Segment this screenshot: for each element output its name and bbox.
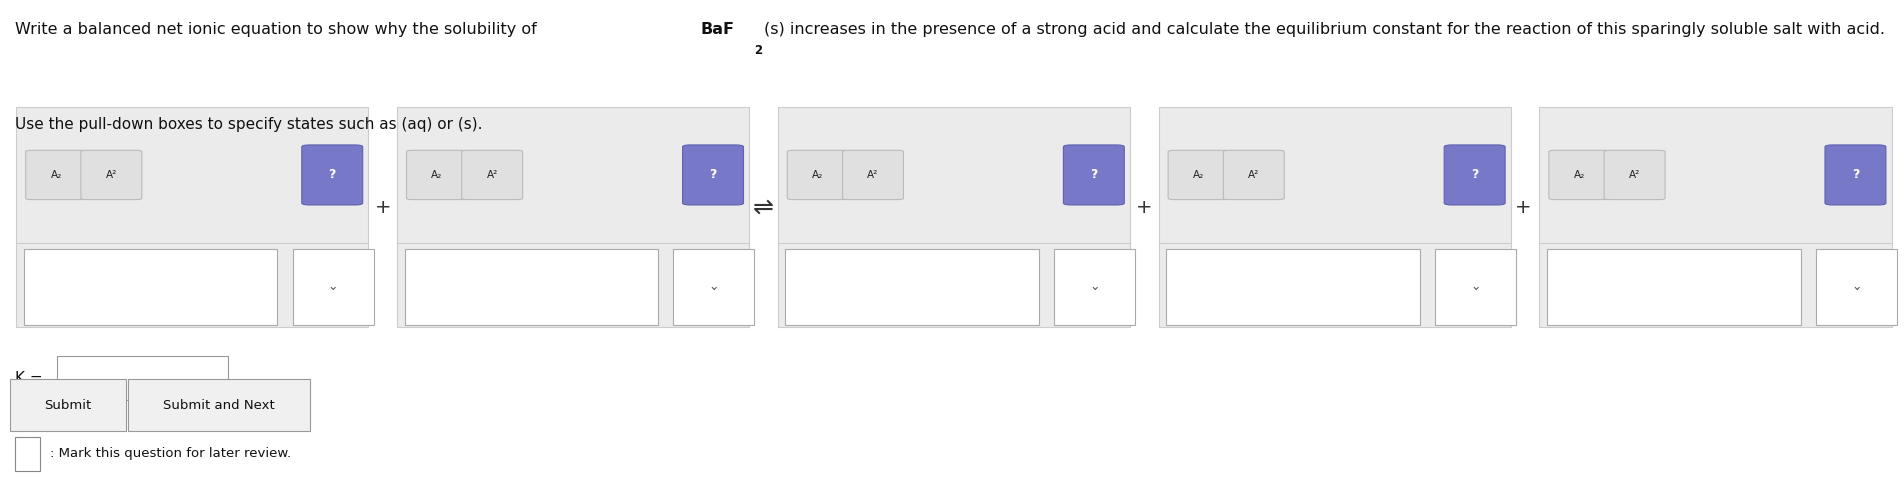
Text: ?: ? (329, 168, 335, 182)
FancyBboxPatch shape (788, 150, 847, 200)
Text: ?: ? (1472, 168, 1478, 182)
FancyBboxPatch shape (1824, 145, 1885, 205)
Text: ⇌: ⇌ (752, 195, 775, 220)
Text: A₂: A₂ (51, 170, 61, 180)
Text: BaF: BaF (701, 22, 735, 37)
FancyBboxPatch shape (1055, 249, 1135, 325)
Text: ?: ? (1091, 168, 1097, 182)
FancyBboxPatch shape (407, 150, 468, 200)
Text: Submit and Next: Submit and Next (164, 399, 274, 411)
Text: A₂: A₂ (432, 170, 442, 180)
Text: K =: K = (15, 371, 44, 386)
Text: A²: A² (487, 170, 497, 180)
FancyBboxPatch shape (682, 145, 743, 205)
FancyBboxPatch shape (128, 379, 310, 431)
Text: ?: ? (1853, 168, 1858, 182)
Text: ⌄: ⌄ (708, 281, 720, 293)
FancyBboxPatch shape (1538, 107, 1891, 327)
FancyBboxPatch shape (1550, 150, 1611, 200)
Text: : Mark this question for later review.: : Mark this question for later review. (50, 447, 291, 460)
FancyBboxPatch shape (784, 249, 1040, 325)
Text: A₂: A₂ (1575, 170, 1584, 180)
Text: A₂: A₂ (813, 170, 823, 180)
FancyBboxPatch shape (293, 249, 373, 325)
Text: A²: A² (1249, 170, 1259, 180)
FancyBboxPatch shape (461, 150, 522, 200)
Text: 2: 2 (754, 44, 762, 57)
Text: ⌄: ⌄ (327, 281, 339, 293)
FancyBboxPatch shape (1603, 150, 1664, 200)
FancyBboxPatch shape (1546, 249, 1801, 325)
FancyBboxPatch shape (301, 145, 362, 205)
FancyBboxPatch shape (1445, 145, 1504, 205)
FancyBboxPatch shape (1816, 249, 1896, 325)
Text: Submit: Submit (44, 399, 91, 411)
Text: Use the pull-down boxes to specify states such as (aq) or (s).: Use the pull-down boxes to specify state… (15, 117, 484, 132)
FancyBboxPatch shape (57, 356, 228, 400)
Text: ?: ? (710, 168, 716, 182)
FancyBboxPatch shape (23, 249, 278, 325)
FancyBboxPatch shape (15, 437, 40, 471)
Text: A²: A² (868, 170, 878, 180)
FancyBboxPatch shape (404, 249, 659, 325)
FancyBboxPatch shape (1224, 150, 1285, 200)
FancyBboxPatch shape (15, 107, 369, 327)
Text: ⌄: ⌄ (1089, 281, 1101, 293)
Text: +: + (375, 198, 390, 217)
Text: A₂: A₂ (1194, 170, 1203, 180)
FancyBboxPatch shape (842, 150, 902, 200)
FancyBboxPatch shape (396, 107, 748, 327)
Text: Write a balanced net ionic equation to show why the solubility of: Write a balanced net ionic equation to s… (15, 22, 543, 37)
Text: (s) increases in the presence of a strong acid and calculate the equilibrium con: (s) increases in the presence of a stron… (764, 22, 1885, 37)
FancyBboxPatch shape (1158, 107, 1512, 327)
FancyBboxPatch shape (1169, 150, 1230, 200)
FancyBboxPatch shape (80, 150, 141, 200)
FancyBboxPatch shape (1165, 249, 1420, 325)
FancyBboxPatch shape (777, 107, 1129, 327)
Text: A²: A² (1630, 170, 1639, 180)
FancyBboxPatch shape (1062, 145, 1123, 205)
FancyBboxPatch shape (10, 379, 126, 431)
Text: +: + (1137, 198, 1152, 217)
Text: ⌄: ⌄ (1851, 281, 1862, 293)
Text: +: + (1516, 198, 1531, 217)
Text: A²: A² (107, 170, 116, 180)
FancyBboxPatch shape (27, 150, 86, 200)
FancyBboxPatch shape (1436, 249, 1516, 325)
FancyBboxPatch shape (674, 249, 754, 325)
Text: ⌄: ⌄ (1470, 281, 1481, 293)
